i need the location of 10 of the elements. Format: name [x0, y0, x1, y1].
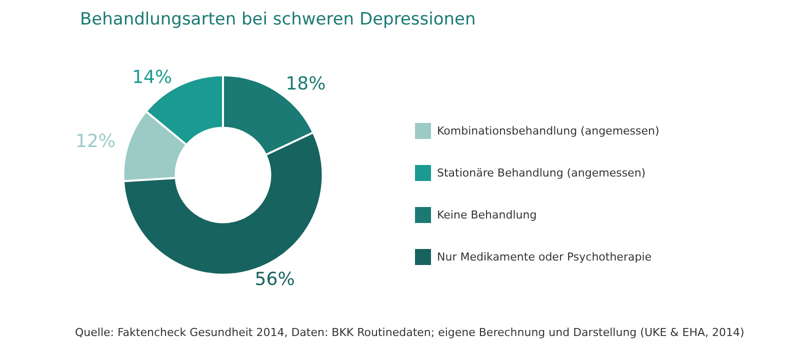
data-label: 18%: [286, 74, 326, 95]
legend-label: Nur Medikamente oder Psychotherapie: [437, 250, 652, 264]
legend-label: Stationäre Behandlung (angemessen): [437, 166, 646, 180]
chart-title: Behandlungsarten bei schweren Depressionen: [80, 10, 476, 30]
legend-label: Kombinationsbehandlung (angemessen): [437, 124, 660, 138]
legend-label: Keine Behandlung: [437, 208, 537, 222]
data-label: 14%: [132, 67, 172, 88]
data-label: 12%: [76, 131, 116, 152]
data-label: 56%: [254, 268, 295, 290]
source-note: Quelle: Faktencheck Gesundheit 2014, Daten: BKK Routinedaten; eigene Berechnung und Darstellung (UKE & EHA, 2014): [75, 326, 744, 339]
